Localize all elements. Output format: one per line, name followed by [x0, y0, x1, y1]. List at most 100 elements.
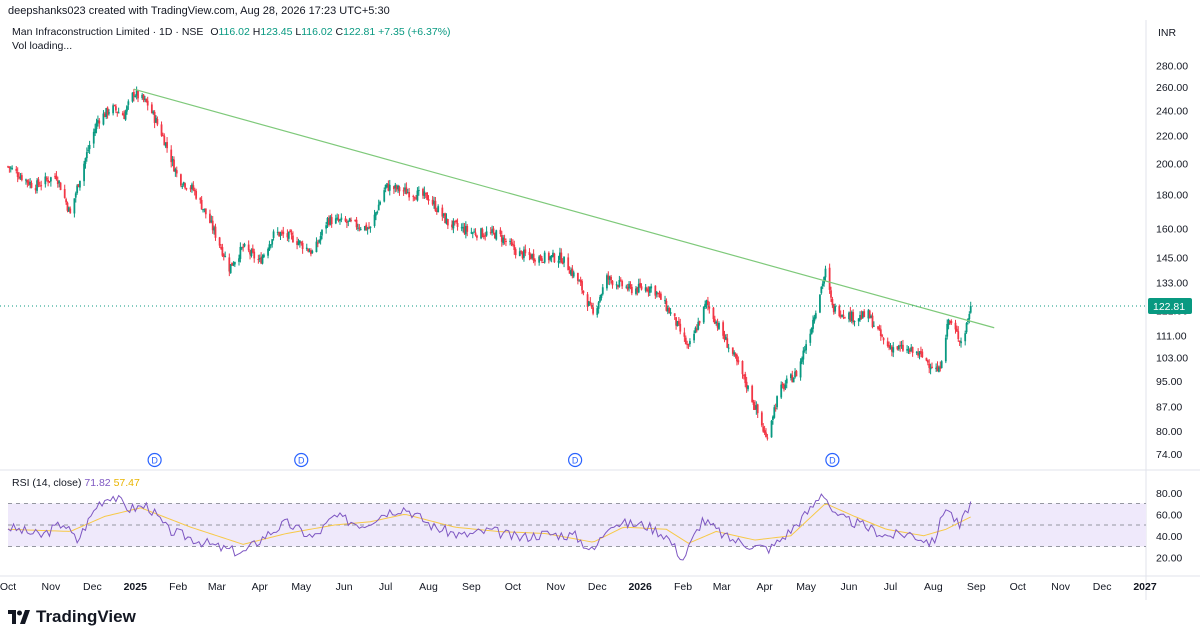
candle-body [552, 252, 554, 257]
dividend-marker-label: D [572, 456, 579, 466]
candle-body [16, 172, 19, 177]
candle-body [889, 346, 892, 349]
candle-body [445, 218, 448, 224]
candle-body [365, 224, 368, 230]
candle-body [199, 198, 202, 200]
candle-body [630, 286, 633, 294]
candle-body [213, 227, 215, 231]
candle-body [698, 320, 701, 324]
candle-body [733, 352, 736, 355]
candle-body [600, 294, 603, 298]
candle-body [460, 227, 463, 229]
candle-body [686, 343, 689, 345]
candle-body [181, 186, 184, 188]
candle-body [47, 179, 50, 183]
candle-body [715, 321, 718, 324]
trendline[interactable] [133, 88, 995, 329]
candle-body [279, 232, 282, 236]
candle-body [524, 249, 527, 254]
candle-body [59, 182, 62, 191]
candle-body [791, 375, 794, 383]
candle-body [297, 242, 300, 245]
time-tick-label: Jun [841, 581, 858, 593]
candle-body [484, 235, 487, 237]
time-tick-label: Dec [588, 581, 607, 593]
candle-body [772, 416, 774, 420]
candle-body [300, 242, 303, 244]
candle-body [861, 311, 864, 318]
candle-body [938, 367, 940, 372]
candle-body [144, 98, 146, 100]
time-tick-label: May [796, 581, 817, 593]
candle-body [482, 236, 485, 238]
candle-body [406, 192, 409, 194]
currency-label[interactable]: INR [1158, 27, 1177, 39]
candle-body [657, 293, 660, 295]
candle-body [135, 90, 138, 96]
candle-body [63, 189, 66, 198]
low-value: 116.02 [301, 26, 333, 38]
candle-body [173, 159, 175, 172]
candle-body [553, 253, 556, 263]
candle-body [376, 211, 379, 213]
candle-body [510, 242, 513, 244]
time-tick-label: 2025 [124, 581, 148, 593]
candle-body [538, 256, 541, 263]
candle-body [268, 244, 271, 251]
time-tick-label: Oct [1010, 581, 1026, 593]
trendline-segment [133, 88, 995, 329]
candle-body [340, 217, 343, 220]
price-chart[interactable]: 280.00 260.00 240.00 220.00 200.00 180.00 160.… [0, 0, 1200, 600]
candle-body [550, 255, 553, 258]
candle-body [697, 321, 700, 330]
candle-body [262, 254, 265, 258]
brand-name: TradingView [36, 607, 136, 626]
time-axis[interactable]: Oct Nov Dec 2025 Feb Mar Apr May Jun Jul Aug Sep Oct… [0, 581, 1157, 593]
candle-body [131, 92, 134, 102]
candle-body [776, 396, 778, 408]
candle-body [489, 232, 492, 234]
candle-body [531, 254, 534, 259]
candle-body [310, 250, 312, 255]
candle-body [964, 333, 967, 342]
candle-body [666, 307, 669, 312]
candle-body [214, 226, 217, 238]
time-tick-label: Aug [924, 581, 943, 593]
rsi-label[interactable]: RSI (14, close) [12, 477, 82, 489]
symbol-title[interactable]: Man Infraconstruction Limited · 1D · NSE [12, 26, 204, 38]
candle-body [712, 307, 715, 320]
candle-body [163, 135, 166, 146]
close-label: C [335, 26, 344, 38]
candle-body [679, 323, 682, 332]
candle-body [853, 321, 856, 323]
candle-body [900, 344, 903, 347]
candle-body [415, 198, 417, 200]
candle-body [925, 357, 928, 361]
candle-body [69, 208, 72, 214]
candle-body [915, 351, 918, 354]
candle-body [946, 323, 949, 337]
candle-body [19, 176, 22, 179]
candle-body [422, 189, 424, 196]
candle-body [280, 231, 283, 233]
candle-body [872, 325, 875, 327]
candle-body [549, 256, 552, 260]
candle-body [195, 190, 198, 199]
candle-body [105, 108, 108, 117]
candle-body [348, 218, 351, 222]
close-value: 122.81 [343, 26, 376, 38]
rsi-pane: 80.00 60.00 40.00 20.00 [7, 488, 1182, 564]
low-label: L [295, 26, 302, 38]
candle-body [969, 306, 972, 313]
candle-body [141, 94, 144, 99]
candle-body [619, 279, 622, 281]
time-tick-label: Jun [336, 581, 353, 593]
candle-body [563, 256, 565, 263]
candle-body [73, 198, 76, 214]
price-tick-label: 160.00 [1156, 224, 1188, 236]
candle-body [480, 228, 482, 239]
price-axis[interactable]: 280.00 260.00 240.00 220.00 200.00 180.00 160.… [1156, 60, 1188, 461]
candle-body [319, 236, 322, 241]
candle-body [635, 288, 637, 294]
